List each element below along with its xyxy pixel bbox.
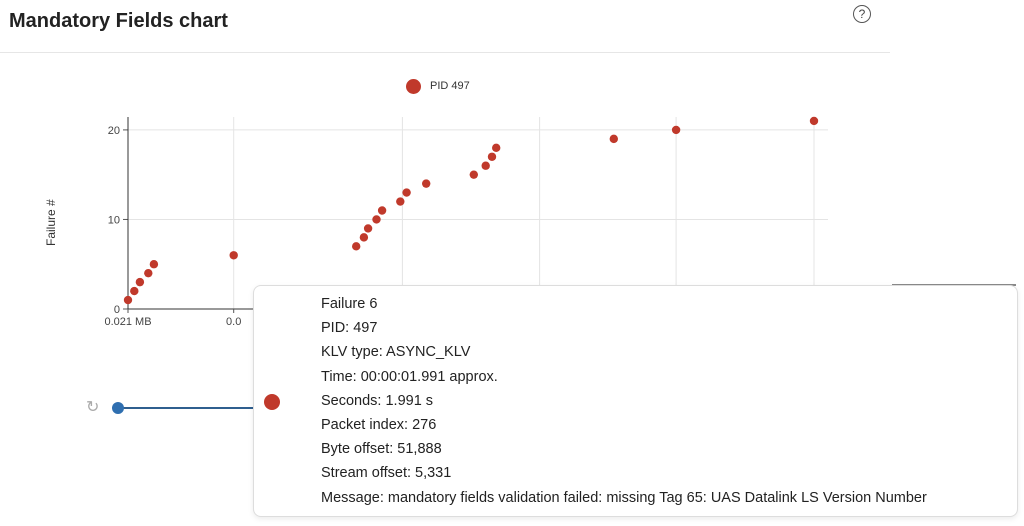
y-tick-label: 0 xyxy=(114,304,120,316)
tooltip-packet-index: Packet index: 276 xyxy=(321,417,437,434)
data-point xyxy=(377,206,387,215)
tooltip-stream-offset: Stream offset: 5,331 xyxy=(321,465,452,482)
data-point xyxy=(123,295,133,305)
data-point xyxy=(372,215,381,224)
range-slider-track[interactable] xyxy=(118,407,258,409)
data-point xyxy=(149,260,159,269)
page-title: Mandatory Fields chart xyxy=(9,10,228,32)
data-point xyxy=(144,268,153,278)
x-tick-label: 0.021 MB xyxy=(104,316,151,328)
tooltip-content: Failure 6 PID: 497 KLV type: ASYNC_KLV T… xyxy=(321,292,927,510)
tooltip-failure: Failure 6 xyxy=(321,296,378,312)
x-tick-label: 0.0 xyxy=(226,316,241,328)
legend-label: PID 497 xyxy=(430,80,470,92)
data-point xyxy=(130,286,139,296)
data-point xyxy=(396,197,405,206)
data-point xyxy=(352,242,361,251)
scatter-chart: 0 10 20 0.021 MB 0.0 xyxy=(104,116,828,328)
legend-marker xyxy=(406,78,421,94)
data-point xyxy=(481,161,490,170)
data-point xyxy=(363,224,373,233)
data-point xyxy=(671,125,681,135)
tooltip-pid: PID: 497 xyxy=(321,320,378,337)
data-point xyxy=(402,188,411,197)
data-point xyxy=(469,170,478,179)
data-point xyxy=(492,143,501,153)
tooltip: Failure 6 PID: 497 KLV type: ASYNC_KLV T… xyxy=(253,285,1018,517)
help-icon[interactable]: ? xyxy=(853,5,871,23)
data-point xyxy=(359,233,369,242)
tooltip-time: Time: 00:00:01.991 approx. xyxy=(321,368,498,385)
y-tick-label: 10 xyxy=(108,214,120,226)
tooltip-message: Message: mandatory fields validation fai… xyxy=(321,489,927,506)
y-tick-label: 20 xyxy=(108,125,120,137)
y-axis-label: Failure # xyxy=(44,199,58,246)
reset-icon[interactable]: ↻ xyxy=(86,399,100,416)
tooltip-seconds: Seconds: 1.991 s xyxy=(321,392,434,409)
tooltip-klv-type: KLV type: ASYNC_KLV xyxy=(321,344,471,361)
chart-header: Mandatory Fields chart ? xyxy=(0,0,890,53)
data-point xyxy=(609,134,618,144)
data-point xyxy=(229,251,238,260)
tooltip-marker xyxy=(264,394,280,410)
legend[interactable]: PID 497 xyxy=(406,77,470,95)
tooltip-byte-offset: Byte offset: 51,888 xyxy=(321,441,442,458)
data-point xyxy=(422,179,431,188)
data-point xyxy=(487,152,497,161)
range-slider-handle[interactable] xyxy=(112,402,124,414)
data-point xyxy=(135,277,145,287)
data-point xyxy=(809,116,819,126)
